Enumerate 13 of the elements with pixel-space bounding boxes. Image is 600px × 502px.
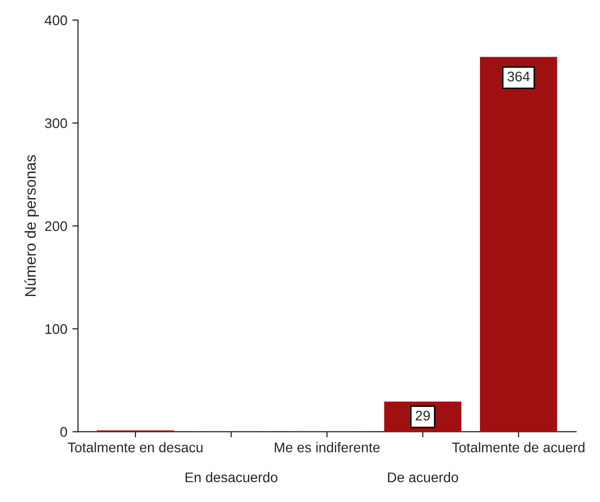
x-tick-label: Me es indiferente: [274, 442, 380, 452]
x-tick-label: Totalmente de acuerd: [452, 442, 584, 452]
x-tick-label: En desacuerdo: [186, 472, 278, 482]
y-tick-label: 400: [44, 15, 68, 26]
data-label: 29: [416, 410, 430, 421]
y-tick-label: 0: [60, 427, 68, 437]
y-tick-label: 200: [45, 221, 68, 232]
y-tick-label: 300: [44, 118, 68, 128]
y-axis-title: Número de personas: [24, 155, 39, 296]
x-tick-label: De acuerdo: [388, 472, 458, 482]
data-label: 364: [507, 72, 530, 82]
y-tick-label: 100: [45, 324, 68, 334]
x-tick-label: Totalmente en desacu: [68, 442, 202, 452]
